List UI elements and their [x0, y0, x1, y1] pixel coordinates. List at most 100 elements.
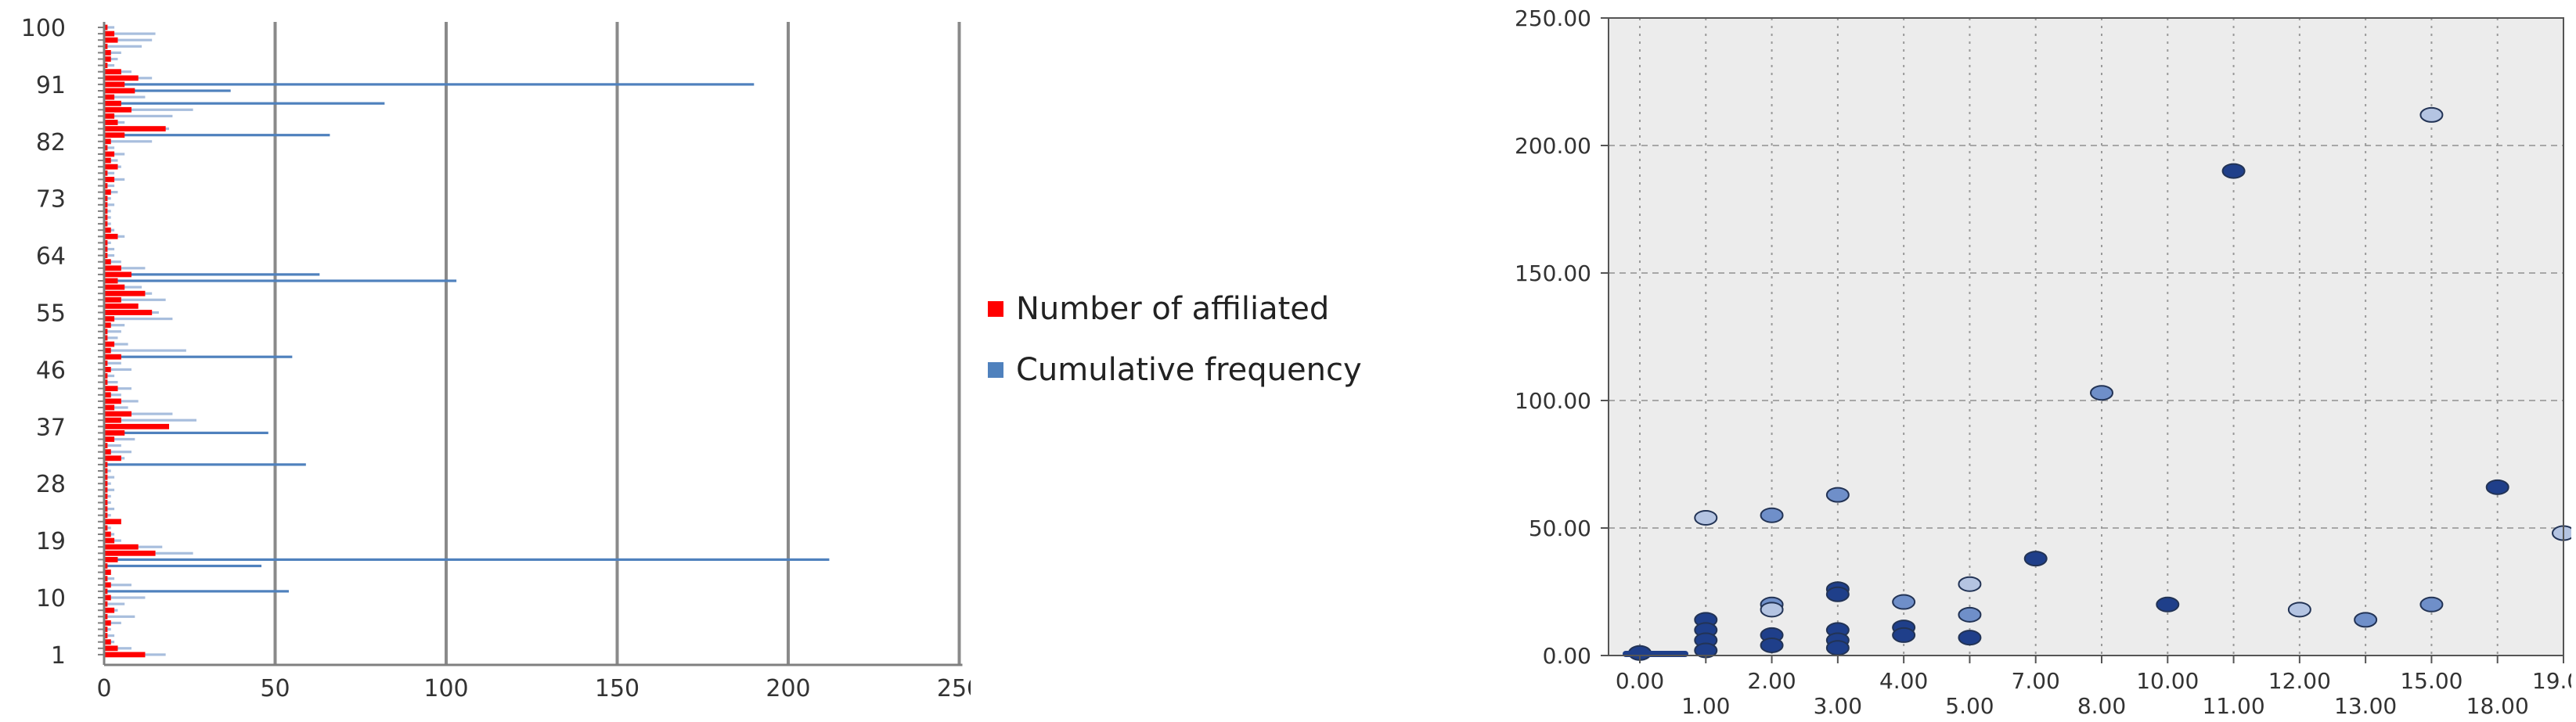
bar-number-affiliated — [104, 177, 115, 182]
bar-number-affiliated — [104, 290, 146, 296]
bar-cumulative-frequency — [104, 140, 153, 143]
plot-background — [1609, 18, 2563, 656]
bar-number-affiliated — [104, 607, 115, 613]
chart-legend: Number of affiliated Cumulative frequenc… — [988, 283, 1426, 401]
bar-number-affiliated — [104, 525, 108, 531]
bar-cumulative-frequency — [104, 343, 128, 346]
bar-number-affiliated — [104, 227, 111, 233]
bar-number-affiliated — [104, 582, 111, 588]
bar-cumulative-frequency — [104, 577, 115, 580]
bar-cumulative-frequency — [104, 412, 173, 415]
bar-number-affiliated — [104, 430, 125, 436]
bar-number-affiliated — [104, 537, 115, 544]
bar-number-affiliated — [104, 620, 111, 626]
x-tick-label: 13.00 — [2334, 693, 2397, 719]
bar-number-affiliated — [104, 37, 118, 43]
y-tick-label: 91 — [36, 72, 66, 99]
scatter-point — [1825, 487, 1850, 503]
legend-swatch-cumulative — [988, 362, 1003, 378]
bar-number-affiliated — [104, 455, 121, 462]
bar-cumulative-frequency — [104, 279, 457, 282]
bar-number-affiliated — [104, 449, 111, 455]
bar-number-affiliated — [104, 56, 111, 62]
bar-number-affiliated — [104, 436, 115, 442]
bar-number-affiliated — [104, 544, 139, 550]
bar-number-affiliated — [104, 100, 121, 106]
bar-number-affiliated — [104, 63, 108, 68]
bar-cumulative-frequency — [104, 368, 132, 371]
bar-cumulative-frequency — [104, 273, 320, 276]
bar-cumulative-frequency — [104, 134, 330, 137]
bar-number-affiliated — [104, 24, 108, 31]
bar-number-affiliated — [104, 138, 111, 145]
x-tick-label: 50 — [260, 675, 290, 702]
y-tick-label: 100 — [21, 15, 66, 42]
bar-cumulative-frequency — [104, 330, 121, 333]
scatter-point — [1892, 594, 1916, 610]
bar-number-affiliated — [104, 151, 115, 157]
bar-cumulative-frequency — [104, 146, 115, 149]
bar-cumulative-frequency — [104, 558, 830, 561]
bar-number-affiliated — [104, 563, 108, 569]
bar-cumulative-frequency — [104, 83, 755, 86]
y-tick-label: 150.00 — [1515, 260, 1591, 286]
bar-cumulative-frequency — [104, 355, 293, 358]
x-tick-label: 5.00 — [1945, 693, 1994, 719]
bar-cumulative-frequency — [104, 615, 135, 618]
bar-cumulative-frequency — [104, 406, 128, 409]
scatter-point — [2552, 525, 2571, 541]
scatter-point — [1892, 627, 1916, 643]
scatter-point — [1958, 606, 1982, 623]
bar-cumulative-frequency — [104, 114, 173, 117]
x-tick-label: 12.00 — [2268, 668, 2331, 694]
bar-cumulative-frequency — [104, 95, 146, 99]
x-tick-label: 200 — [766, 675, 810, 702]
bar-cumulative-frequency — [104, 437, 135, 441]
bar-number-affiliated — [104, 588, 108, 594]
bar-cumulative-frequency — [104, 451, 132, 454]
scatter-point — [2485, 479, 2509, 495]
bar-number-affiliated — [104, 633, 108, 638]
bar-number-affiliated — [104, 480, 108, 487]
bar-number-affiliated — [104, 550, 156, 556]
bar-number-affiliated — [104, 43, 108, 49]
bar-number-affiliated — [104, 398, 121, 404]
y-tick-label: 0.00 — [1543, 643, 1591, 669]
bar-number-affiliated — [104, 88, 135, 94]
bar-number-affiliated — [104, 386, 118, 392]
y-tick-label: 28 — [36, 471, 66, 498]
legend-label-cumulative: Cumulative frequency — [1016, 352, 1362, 388]
bar-cumulative-frequency — [104, 298, 166, 301]
bar-number-affiliated — [104, 423, 170, 429]
bar-cumulative-frequency — [104, 247, 115, 251]
bar-number-affiliated — [104, 265, 121, 271]
bar-number-affiliated — [104, 81, 125, 88]
bar-cumulative-frequency — [104, 89, 231, 92]
bar-number-affiliated — [104, 163, 118, 170]
scatter-point — [1760, 637, 1784, 653]
legend-item-cumulative: Cumulative frequency — [988, 352, 1362, 388]
bar-cumulative-frequency — [104, 361, 121, 365]
y-tick-label: 10 — [36, 585, 66, 612]
bar-number-affiliated — [104, 214, 108, 221]
y-tick-label: 82 — [36, 129, 66, 156]
bar-cumulative-frequency — [104, 336, 118, 339]
y-tick-label: 55 — [36, 300, 66, 328]
bar-number-affiliated — [104, 170, 108, 176]
frequency-bar-chart: 0 50 100 150 200 250 1 10 19 28 37 46 55 64 73 82 91 100 — [21, 15, 971, 702]
bar-number-affiliated — [104, 189, 111, 195]
scatter-point — [2354, 612, 2378, 628]
x-tick-label: 18.00 — [2466, 693, 2529, 719]
x-tick-label: 150 — [595, 675, 639, 702]
bar-cumulative-frequency — [104, 564, 262, 568]
bar-number-affiliated — [104, 31, 115, 37]
legend-item-affiliated: Number of affiliated — [988, 291, 1329, 327]
x-tick-label: 7.00 — [2012, 668, 2060, 694]
bar-number-affiliated — [104, 271, 132, 278]
y-tick-label: 200.00 — [1515, 133, 1591, 159]
x-tick-label: 19.00 — [2532, 668, 2571, 694]
bar-number-affiliated — [104, 487, 108, 493]
bar-number-affiliated — [104, 157, 111, 163]
bar-number-affiliated — [104, 404, 115, 411]
bar-number-affiliated — [104, 354, 121, 360]
